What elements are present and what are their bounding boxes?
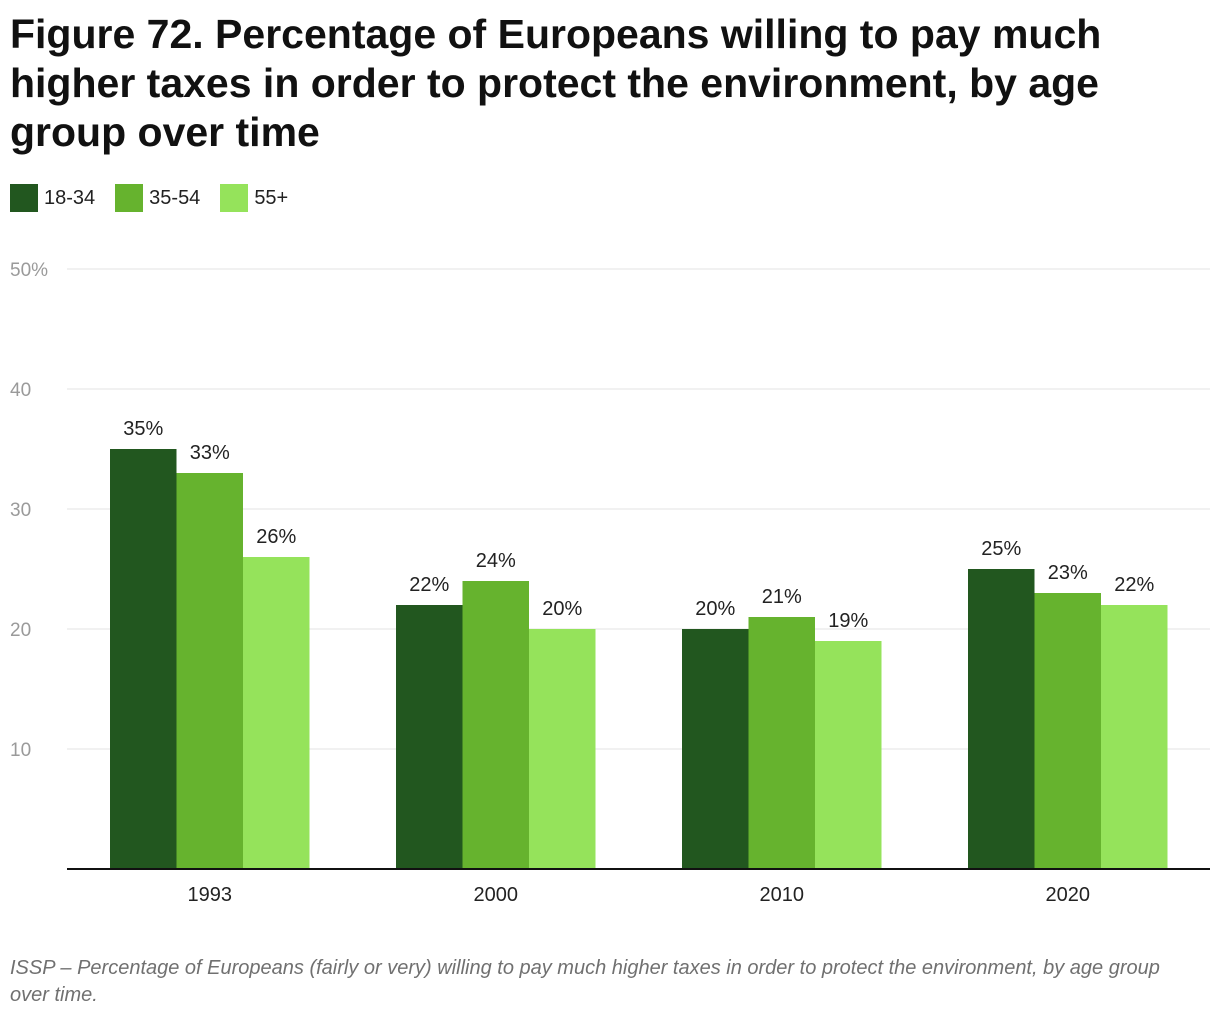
legend-label-18-34: 18-34: [44, 186, 96, 209]
bar-2020-55-plus: [1101, 605, 1168, 869]
legend-item-55-plus: 55+: [220, 184, 288, 212]
bar-2010-55-plus: [815, 641, 882, 869]
x-tick-label-1993: 1993: [188, 884, 233, 906]
bar-1993-35-54: [176, 473, 243, 869]
bar-1993-18-34: [110, 449, 177, 869]
chart-legend: 18-34 35-54 55+: [10, 184, 308, 212]
bar-2010-35-54: [748, 617, 815, 869]
x-tick-label-2000: 2000: [474, 884, 519, 906]
data-label-2020-35-54: 23%: [1048, 562, 1088, 584]
y-tick-label-30: 30: [10, 500, 31, 521]
legend-label-35-54: 35-54: [149, 186, 201, 209]
data-label-1993-18-34: 35%: [123, 418, 163, 440]
bar-2020-35-54: [1034, 593, 1101, 869]
legend-item-35-54: 35-54: [115, 184, 200, 212]
bar-1993-55-plus: [243, 557, 310, 869]
data-label-2010-18-34: 20%: [695, 598, 735, 620]
legend-item-18-34: 18-34: [10, 184, 95, 212]
data-label-2000-18-34: 22%: [409, 574, 449, 596]
legend-label-55-plus: 55+: [254, 186, 289, 209]
data-label-1993-35-54: 33%: [190, 442, 230, 464]
data-label-2000-35-54: 24%: [476, 550, 516, 572]
data-label-2010-35-54: 21%: [762, 586, 802, 608]
bar-2000-18-34: [396, 605, 463, 869]
bar-2000-35-54: [462, 581, 529, 869]
bar-chart: 10 20 30 40 50% 35% 33% 26% 1993 22% 24% 20% 2000 20%…: [10, 260, 1210, 906]
x-tick-label-2020: 2020: [1046, 884, 1091, 906]
legend-swatch-35-54: [115, 184, 144, 212]
x-tick-label-2010: 2010: [760, 884, 805, 906]
data-label-2020-18-34: 25%: [981, 538, 1021, 560]
bar-2010-18-34: [682, 629, 749, 869]
legend-swatch-55-plus: [220, 184, 249, 212]
data-label-2010-55-plus: 19%: [828, 610, 868, 632]
y-tick-label-40: 40: [10, 380, 31, 401]
data-label-2020-55-plus: 22%: [1114, 574, 1154, 596]
bar-2000-55-plus: [529, 629, 596, 869]
y-tick-label-10: 10: [10, 740, 31, 761]
source-note: ISSP – Percentage of Europeans (fairly o…: [10, 957, 1160, 1006]
data-label-1993-55-plus: 26%: [256, 526, 296, 548]
bar-2020-18-34: [968, 569, 1035, 869]
y-tick-label-50: 50%: [10, 260, 48, 281]
chart-title: Figure 72. Percentage of Europeans willi…: [10, 11, 1102, 155]
legend-swatch-18-34: [10, 184, 38, 212]
y-tick-label-20: 20: [10, 620, 31, 641]
data-label-2000-55-plus: 20%: [542, 598, 582, 620]
